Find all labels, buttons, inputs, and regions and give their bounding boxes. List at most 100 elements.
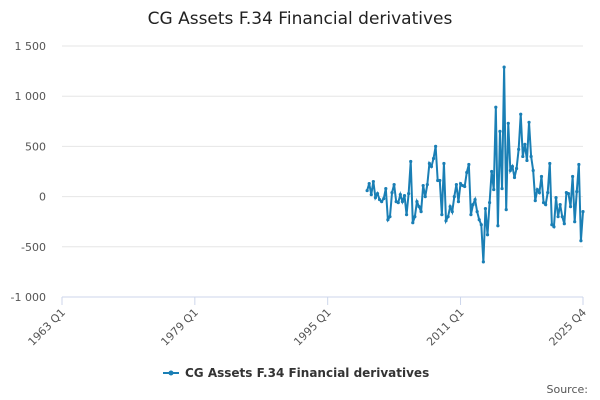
point (581, 210, 585, 214)
point (508, 168, 512, 173)
point (571, 174, 575, 179)
point (384, 186, 388, 191)
point (577, 162, 581, 167)
point (431, 156, 436, 161)
point (423, 195, 427, 199)
y-tick-label: 500 (25, 140, 46, 153)
point (442, 161, 446, 166)
point (448, 205, 452, 209)
point (371, 179, 375, 184)
legend-label: CG Assets F.34 Financial derivatives (185, 366, 429, 380)
x-tick-label: 1995 Q1 (291, 306, 334, 349)
y-tick-label: -1 000 (11, 291, 46, 304)
y-tick-label: -500 (21, 241, 46, 254)
x-tick-label: 1963 Q1 (26, 306, 69, 349)
point (469, 213, 473, 217)
point (465, 170, 469, 175)
point (375, 191, 380, 196)
point (458, 181, 463, 186)
point (400, 200, 405, 204)
point (419, 210, 423, 214)
point (527, 120, 531, 124)
point (481, 260, 485, 264)
point (365, 188, 369, 193)
point (417, 205, 421, 209)
point (537, 190, 542, 195)
point (373, 196, 378, 200)
point (440, 213, 444, 217)
y-tick-label: 1 500 (15, 40, 47, 53)
point (380, 200, 384, 204)
point (429, 164, 434, 169)
point (535, 187, 539, 192)
point (496, 224, 500, 228)
point (382, 197, 386, 201)
point (506, 121, 510, 125)
point (425, 182, 429, 187)
point (573, 220, 577, 224)
point (531, 168, 535, 173)
point (502, 65, 506, 69)
point (544, 203, 548, 207)
point (467, 162, 471, 167)
point (552, 225, 556, 229)
point (494, 105, 498, 109)
point (519, 112, 523, 116)
point (477, 218, 481, 222)
point (479, 223, 483, 227)
point (450, 210, 454, 214)
point (550, 223, 554, 227)
point (546, 190, 550, 195)
point (473, 198, 477, 202)
point (575, 189, 579, 194)
point (517, 147, 521, 152)
point (568, 205, 573, 209)
chart-title: CG Assets F.34 Financial derivatives (148, 9, 453, 29)
point (475, 210, 479, 214)
point (369, 192, 373, 197)
point (438, 178, 442, 183)
point (388, 215, 392, 219)
point (396, 201, 400, 205)
point (548, 161, 552, 166)
point (421, 183, 425, 188)
point (404, 213, 409, 217)
point (487, 201, 492, 205)
point (554, 196, 558, 200)
source: Source: (547, 383, 589, 396)
legend-marker (168, 370, 174, 376)
point (558, 203, 562, 207)
point (413, 215, 417, 219)
point (409, 159, 413, 164)
point (485, 233, 490, 237)
point (456, 200, 461, 204)
point (498, 129, 502, 133)
point (463, 184, 467, 189)
point (560, 215, 564, 219)
point (525, 158, 529, 163)
point (521, 154, 525, 159)
point (407, 191, 411, 196)
point (510, 164, 515, 169)
point (490, 169, 494, 174)
y-tick-label: 1 000 (15, 90, 47, 103)
point (377, 198, 382, 202)
point (446, 215, 450, 219)
point (415, 200, 419, 204)
point (556, 215, 560, 219)
point (566, 191, 571, 196)
point (541, 201, 546, 205)
y-tick-label: 0 (39, 191, 46, 204)
point (539, 174, 544, 179)
point (402, 193, 407, 198)
point (454, 182, 458, 187)
point (523, 142, 527, 146)
point (392, 182, 396, 187)
point (444, 219, 448, 223)
point (514, 166, 519, 171)
point (411, 221, 415, 225)
point (386, 218, 390, 222)
point (492, 187, 496, 192)
